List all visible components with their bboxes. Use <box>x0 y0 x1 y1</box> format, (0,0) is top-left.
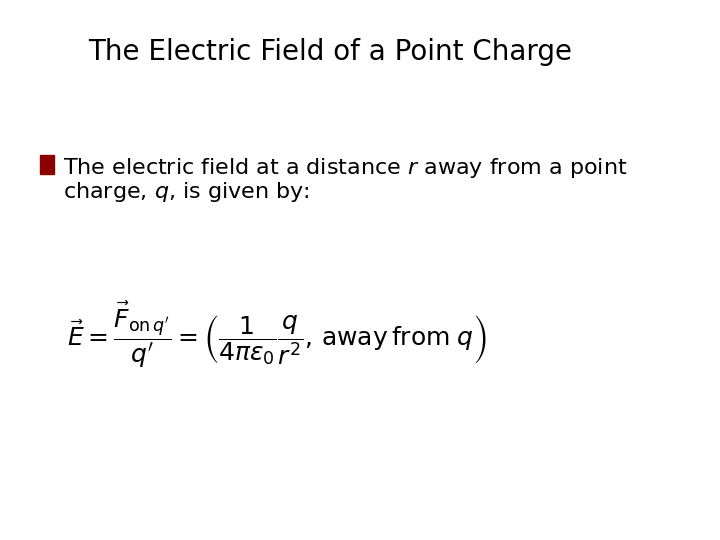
Text: The Electric Field of a Point Charge: The Electric Field of a Point Charge <box>88 38 572 66</box>
Text: The electric field at a distance $r$ away from a point: The electric field at a distance $r$ awa… <box>63 156 628 180</box>
Text: $\vec{E} = \dfrac{\vec{F}_{\mathrm{on}\,q'}}{q'} = \left(\dfrac{1}{4\pi\epsilon_: $\vec{E} = \dfrac{\vec{F}_{\mathrm{on}\,… <box>67 300 487 370</box>
Text: charge, $q$, is given by:: charge, $q$, is given by: <box>63 180 310 204</box>
Bar <box>40 155 54 174</box>
